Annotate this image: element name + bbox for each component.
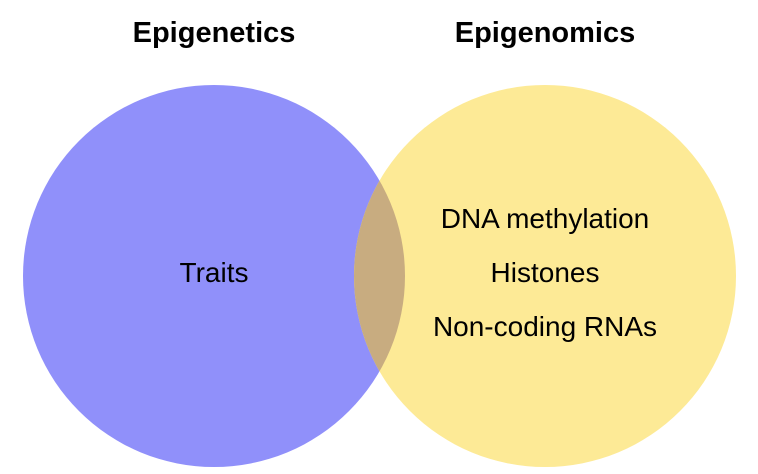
- epigenomics-title: Epigenomics: [455, 17, 636, 49]
- dna-methylation-label: DNA methylation: [441, 203, 650, 234]
- epigenetics-circle: [23, 85, 405, 467]
- traits-label: Traits: [180, 257, 249, 288]
- non-coding-rnas-label: Non-coding RNAs: [433, 311, 657, 342]
- epigenetics-title: Epigenetics: [133, 17, 296, 49]
- histones-label: Histones: [491, 257, 600, 288]
- epigenomics-circle: [354, 85, 736, 467]
